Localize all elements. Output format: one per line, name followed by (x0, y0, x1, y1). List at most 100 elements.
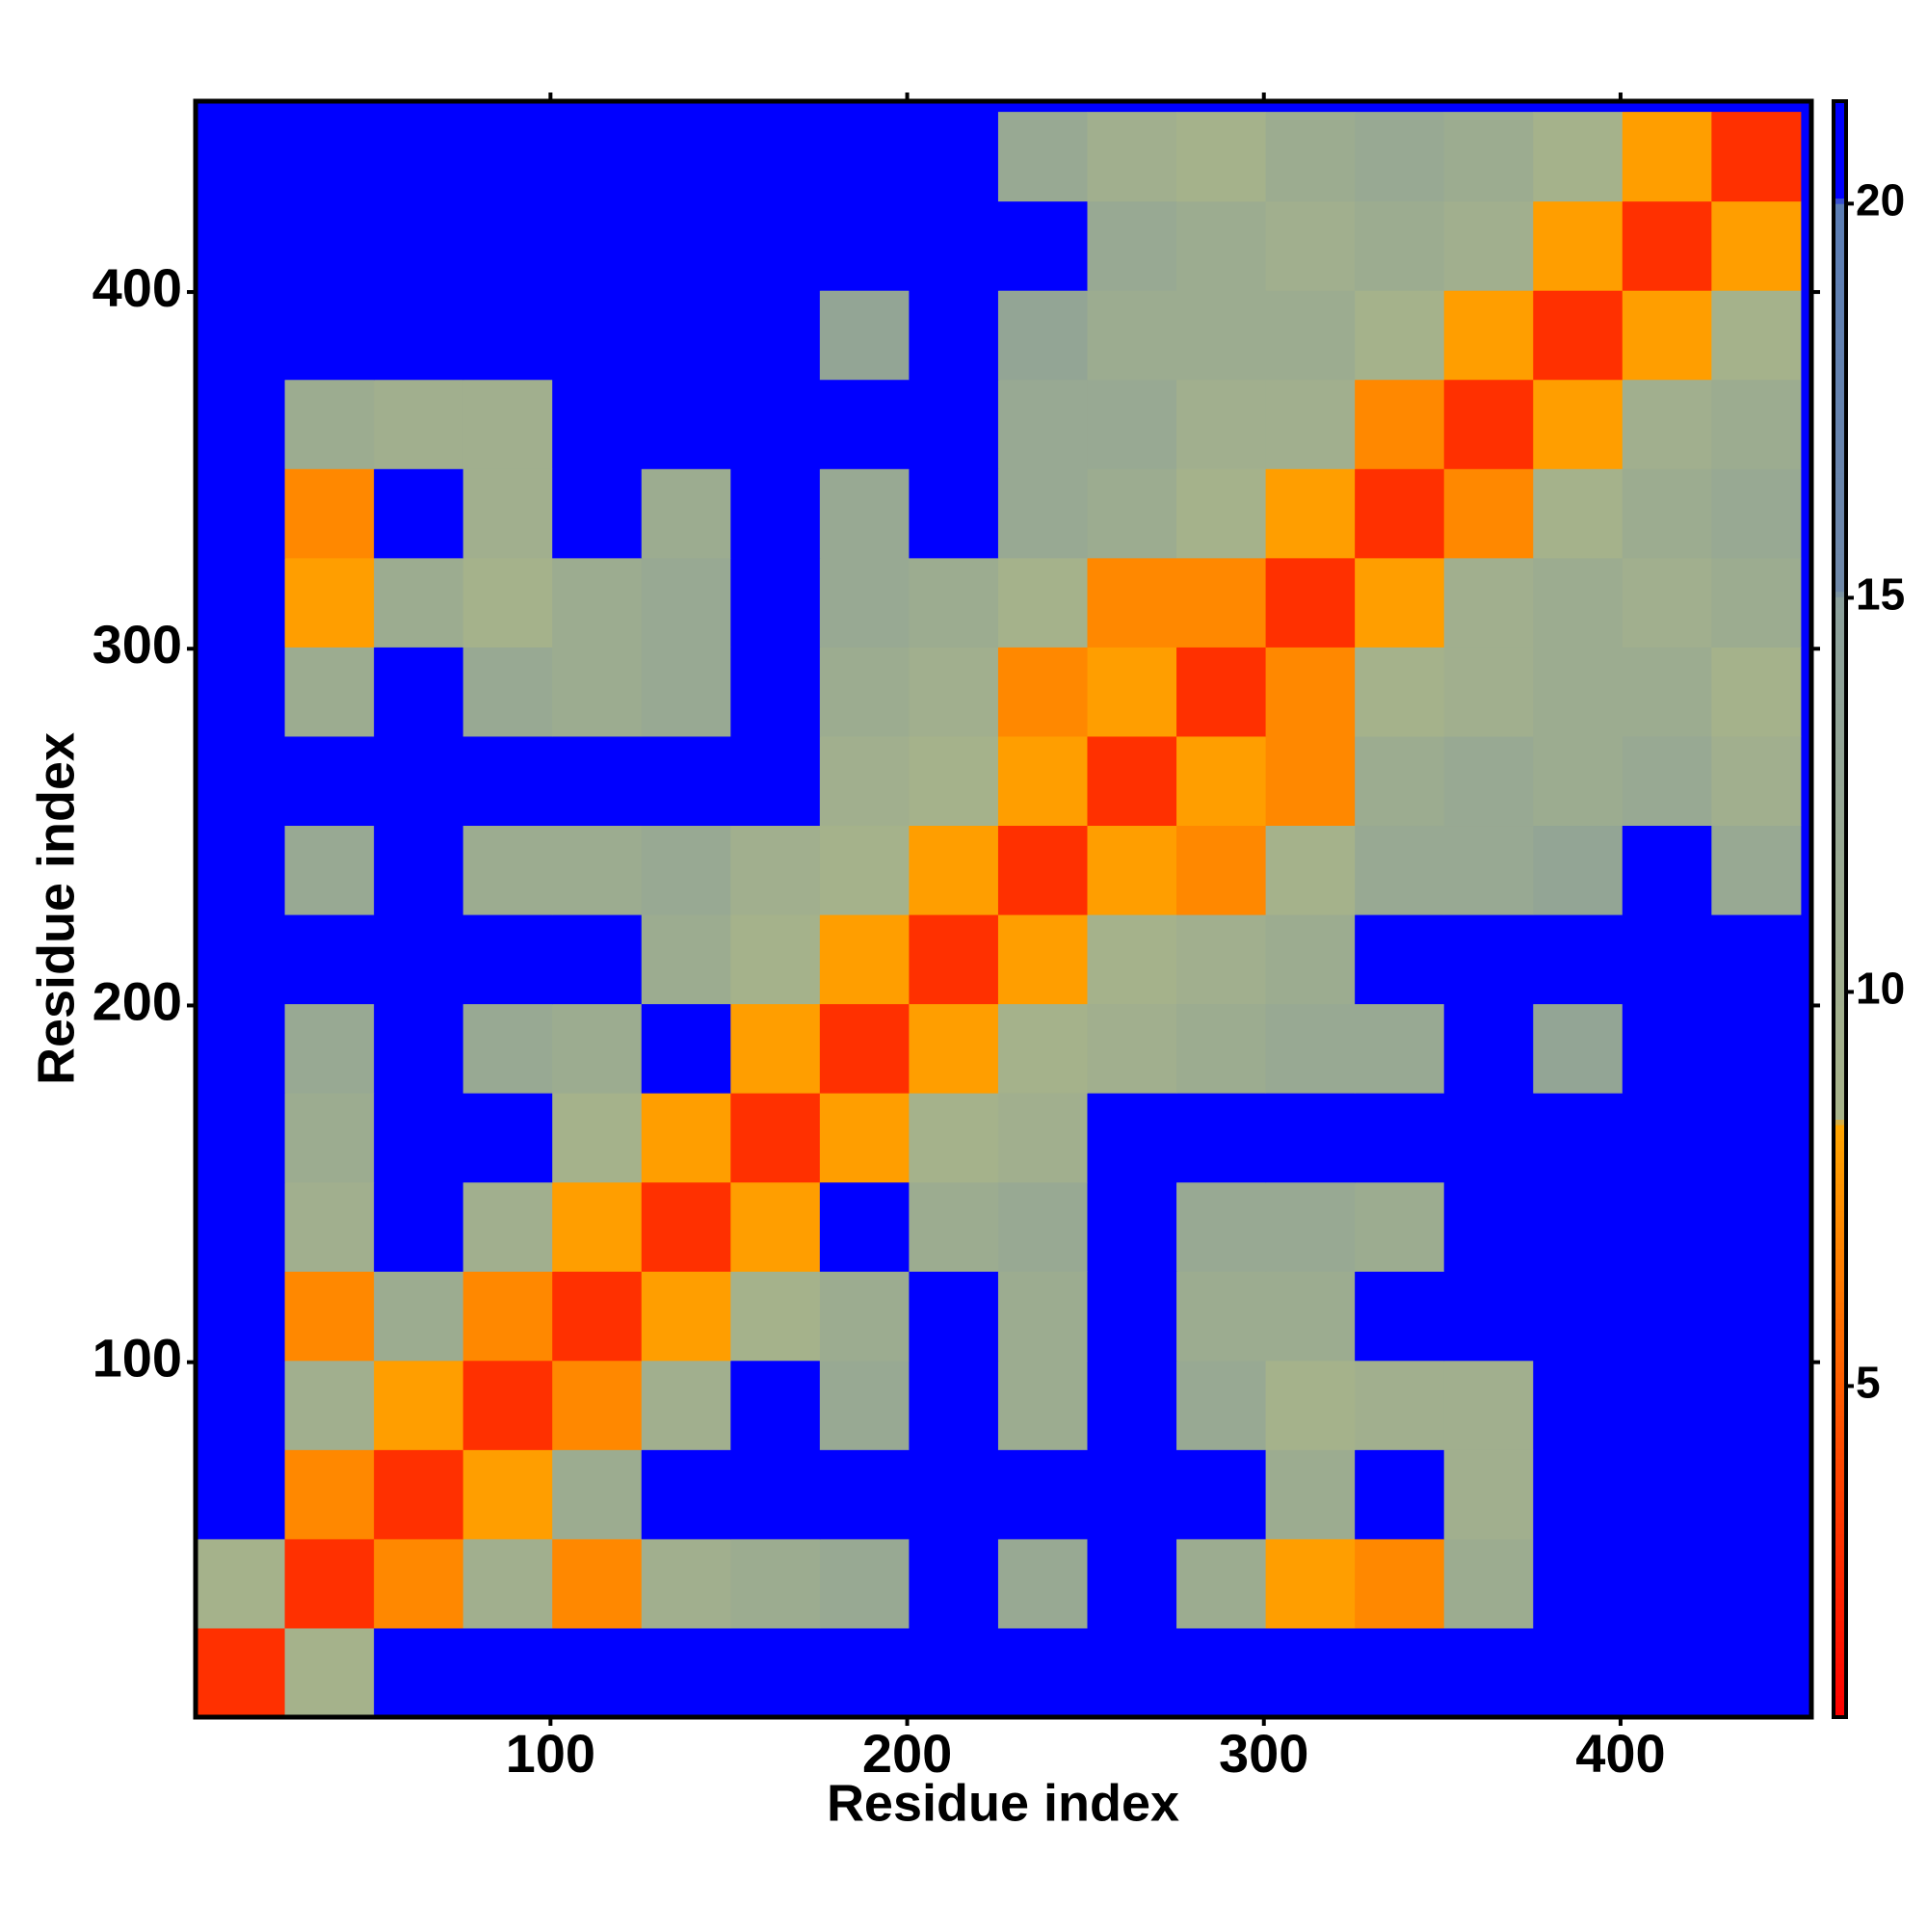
colorbar-segment (1834, 284, 1846, 291)
colorbar-segment (1834, 871, 1846, 878)
heatmap-cell (1355, 1003, 1445, 1094)
colorbar-segment (1834, 1060, 1846, 1067)
heatmap-cell (1087, 1271, 1177, 1362)
heatmap-cell (1711, 1093, 1802, 1183)
heatmap-cell (1265, 557, 1356, 648)
colorbar-segment (1834, 1092, 1846, 1098)
heatmap-cell (819, 1093, 910, 1183)
colorbar-segment (1834, 1674, 1846, 1681)
colorbar-segment (1834, 1431, 1846, 1438)
colorbar-segment (1834, 834, 1846, 840)
heatmap-cell (1622, 379, 1712, 469)
colorbar-segment (1834, 623, 1846, 630)
heatmap-cell (1533, 1360, 1623, 1450)
heatmap-cell (819, 290, 910, 381)
colorbar-segment (1834, 166, 1846, 172)
colorbar-segment (1834, 946, 1846, 953)
colorbar-segment (1834, 1555, 1846, 1562)
colorbar-segment (1834, 1258, 1846, 1265)
colorbar-segment (1834, 1480, 1846, 1487)
colorbar-segment (1834, 376, 1846, 383)
heatmap-cell (1533, 290, 1623, 381)
heatmap-cell (462, 1628, 553, 1718)
heatmap-cell (1265, 1449, 1356, 1540)
heatmap-cell (1533, 735, 1623, 827)
heatmap-cell (1533, 1538, 1623, 1628)
colorbar-segment (1834, 1657, 1846, 1664)
colorbar-segment (1834, 489, 1846, 495)
heatmap-cell (1087, 647, 1177, 737)
heatmap-cell (819, 1003, 910, 1094)
x-tick-label: 100 (506, 1723, 595, 1784)
heatmap-cell (997, 914, 1088, 1005)
colorbar-segment (1834, 666, 1846, 674)
heatmap-cell (1176, 914, 1267, 1005)
heatmap-cell (374, 1538, 464, 1628)
heatmap-cell (1355, 112, 1445, 202)
heatmap-cell (641, 379, 731, 469)
heatmap-cell (284, 1003, 375, 1094)
heatmap-cell (997, 1093, 1088, 1183)
heatmap-cell (284, 1360, 375, 1450)
heatmap-cell (1265, 1271, 1356, 1362)
heatmap-cell (374, 557, 464, 648)
colorbar-segment (1834, 1356, 1846, 1363)
colorbar-segment (1834, 370, 1846, 377)
heatmap-cell (552, 1360, 643, 1450)
colorbar-segment (1834, 1156, 1846, 1163)
colorbar-segment (1834, 1350, 1846, 1357)
colorbar-segment (1834, 828, 1846, 834)
heatmap-cell (641, 290, 731, 381)
heatmap-cell (374, 914, 464, 1005)
heatmap-cell (819, 1628, 910, 1718)
colorbar-segment (1834, 936, 1846, 942)
colorbar-segment (1834, 181, 1846, 188)
heatmap-cell (1711, 112, 1802, 202)
heatmap-cell (1176, 112, 1267, 202)
colorbar-segment (1834, 445, 1846, 452)
colorbar-segment (1834, 300, 1846, 306)
colorbar-segment (1834, 757, 1846, 765)
heatmap-cell (1265, 468, 1356, 559)
heatmap-cell (641, 200, 731, 291)
colorbar-segment (1834, 574, 1846, 582)
heatmap-cell (1265, 1538, 1356, 1628)
heatmap-cell (909, 1181, 999, 1272)
colorbar-segment (1834, 499, 1846, 506)
heatmap-cell (997, 112, 1088, 202)
heatmap-cell (1622, 1360, 1712, 1450)
colorbar-segment (1834, 553, 1846, 560)
colorbar-segment (1834, 1663, 1846, 1670)
heatmap-cell (284, 1449, 375, 1540)
heatmap-cell (196, 647, 286, 737)
heatmap-cell (1087, 1449, 1177, 1540)
heatmap-cell (1176, 1271, 1267, 1362)
heatmap-cell (730, 1181, 821, 1272)
heatmap-cell (1533, 1093, 1623, 1183)
heatmap-cell (909, 1538, 999, 1628)
heatmap-cell (284, 735, 375, 827)
colorbar-segment (1834, 235, 1846, 242)
colorbar-segment (1834, 1495, 1846, 1502)
y-tick-label: 100 (92, 1327, 182, 1388)
heatmap-cell (374, 468, 464, 559)
colorbar-segment (1834, 1474, 1846, 1481)
colorbar-segment (1834, 790, 1846, 797)
heatmap-cell (1087, 200, 1177, 291)
heatmap-cell (730, 914, 821, 1005)
heatmap-cell (1355, 468, 1445, 559)
heatmap-cell (552, 647, 643, 737)
heatmap-cell (1711, 379, 1802, 469)
heatmap-cell (1622, 1003, 1712, 1094)
colorbar-segment (1834, 1135, 1846, 1142)
heatmap-cell (1443, 735, 1534, 827)
heatmap-cell (374, 200, 464, 291)
heatmap-cell (1443, 557, 1534, 648)
heatmap-cell (641, 1449, 731, 1540)
heatmap-cell (1711, 1181, 1802, 1272)
heatmap-cell (641, 735, 731, 827)
heatmap-cell (1087, 1360, 1177, 1450)
colorbar-segment (1834, 1011, 1846, 1018)
colorbar-segment (1834, 1695, 1846, 1702)
heatmap-cell (1533, 647, 1623, 737)
